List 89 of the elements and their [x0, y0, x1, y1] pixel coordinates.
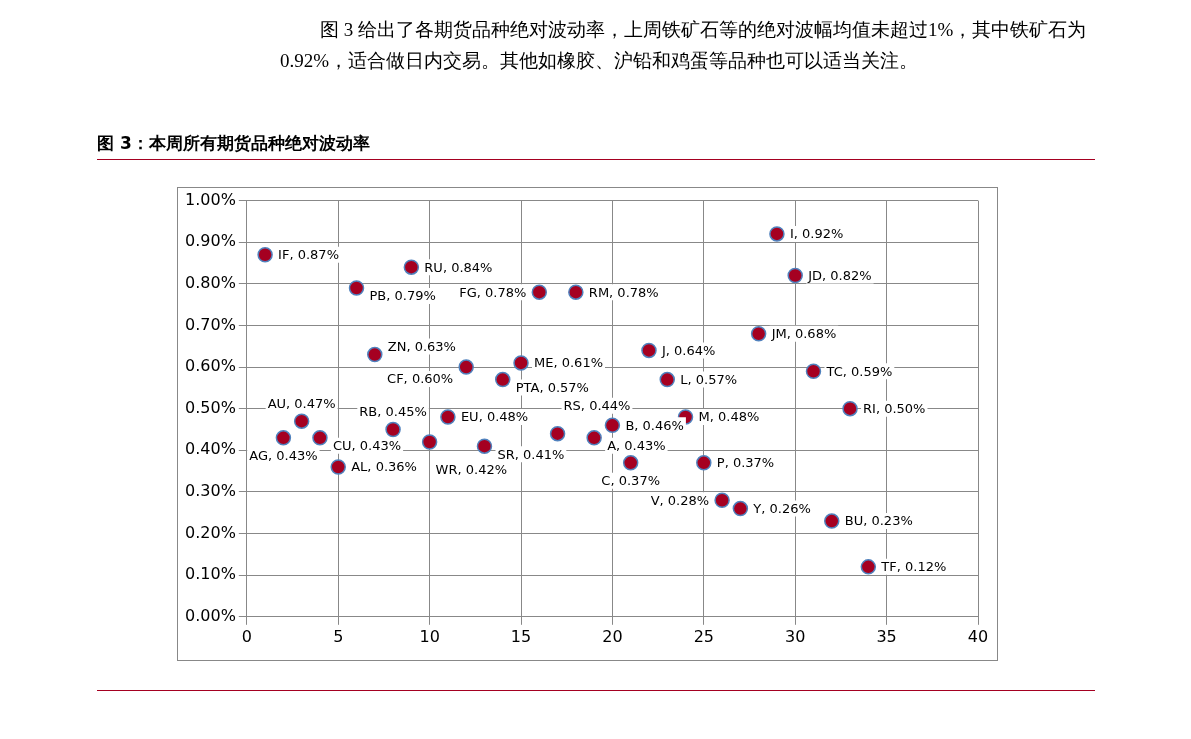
y-tick-label: 0.10% [185, 564, 236, 584]
data-label: M, 0.48% [698, 409, 760, 425]
data-label: FG, 0.78% [459, 284, 527, 300]
x-tick-label: 30 [785, 626, 806, 646]
point [732, 500, 749, 517]
data-label: RU, 0.84% [424, 259, 493, 275]
point [458, 359, 474, 375]
data-label: ME, 0.61% [534, 355, 604, 371]
data-label: TC, 0.59% [825, 363, 893, 379]
point [696, 455, 712, 471]
point [586, 430, 602, 446]
x-tick-label: 15 [510, 626, 532, 646]
point [275, 430, 292, 446]
y-tick-label: 0.80% [185, 273, 236, 292]
data-label: AG, 0.43% [249, 448, 318, 464]
data-label: Y, 0.26% [752, 500, 811, 516]
x-tick-label: 40 [967, 626, 989, 646]
data-label: RS, 0.44% [563, 398, 631, 414]
point [330, 459, 346, 475]
point [421, 434, 438, 450]
point [842, 400, 858, 417]
y-tick-label: 0.40% [185, 439, 236, 459]
point [860, 559, 877, 575]
x-tick-label: 10 [419, 626, 440, 646]
data-label: C, 0.37% [601, 473, 661, 489]
caption: 图 3 给出了各期货品种绝对波动率，上周铁矿石等的绝对波幅均值未超过1%，其中铁矿石为 0.92%，适合做日内交易。其他如橡胶、沪铅和鸡蛋等品种也可以适当关注。 [280, 18, 1088, 73]
point [604, 417, 621, 434]
data-label: SR, 0.41% [497, 446, 565, 462]
point [750, 326, 767, 342]
point [476, 438, 493, 454]
data-label: BU, 0.23% [844, 513, 913, 529]
point [494, 371, 511, 388]
y-tick-label: 0.20% [185, 522, 236, 542]
point [440, 409, 456, 425]
x-tick-label: 25 [693, 626, 714, 646]
data-label: CU, 0.43% [332, 438, 402, 454]
data-label: P, 0.37% [716, 455, 775, 471]
y-tick-label: 0.60% [185, 356, 236, 376]
point [769, 226, 785, 242]
point [787, 267, 803, 284]
point [714, 492, 730, 509]
data-label: CF, 0.60% [387, 371, 454, 387]
y-tick-label: 0.50% [185, 397, 236, 417]
data-label: AL, 0.36% [351, 459, 417, 475]
y-tick-label: 0.90% [185, 231, 236, 251]
point [293, 413, 310, 429]
data-label: ZN, 0.63% [387, 338, 456, 354]
data-label: PB, 0.79% [369, 288, 436, 304]
point [805, 363, 822, 379]
point [568, 284, 584, 300]
y-tick-label: 0.30% [185, 481, 236, 501]
data-label: AU, 0.47% [267, 395, 336, 411]
point [257, 246, 273, 263]
point [641, 342, 657, 359]
chart-title: 图 3：本周所有期货品种绝对波动率 [97, 132, 370, 155]
point [531, 284, 548, 300]
data-label: B, 0.46% [625, 417, 684, 433]
data-label: I, 0.92% [789, 226, 844, 242]
y-tick-label: 0.00% [185, 605, 236, 625]
x-tick-label: 0 [241, 626, 252, 646]
data-label: WR, 0.42% [435, 462, 508, 478]
data-label: TF, 0.12% [880, 559, 947, 575]
data-label: IF, 0.87% [278, 247, 339, 263]
point [824, 513, 840, 529]
data-label: RI, 0.50% [863, 401, 926, 417]
y-tick-label: 1.00% [185, 189, 236, 209]
point [403, 259, 420, 275]
data-label: A, 0.43% [607, 438, 666, 454]
data-label: J, 0.64% [660, 342, 716, 358]
data-label: V, 0.28% [650, 492, 710, 508]
point [367, 346, 383, 363]
point [659, 371, 675, 388]
point [622, 455, 639, 471]
x-tick-label: 35 [876, 626, 897, 646]
y-tick-label: 0.70% [185, 314, 236, 334]
data-label: L, 0.57% [680, 371, 738, 387]
data-label: JM, 0.68% [770, 326, 837, 342]
x-tick-label: 20 [602, 626, 623, 646]
data-label: RM, 0.78% [588, 284, 659, 300]
data-label: RB, 0.45% [359, 403, 427, 419]
data-label: PTA, 0.57% [515, 379, 589, 395]
point [312, 430, 328, 446]
x-tick-label: 5 [333, 626, 344, 646]
point [549, 425, 566, 442]
point [513, 355, 529, 371]
point [348, 280, 365, 296]
data-label: EU, 0.48% [460, 409, 529, 425]
point [385, 421, 401, 438]
data-label: JD, 0.82% [807, 267, 872, 283]
